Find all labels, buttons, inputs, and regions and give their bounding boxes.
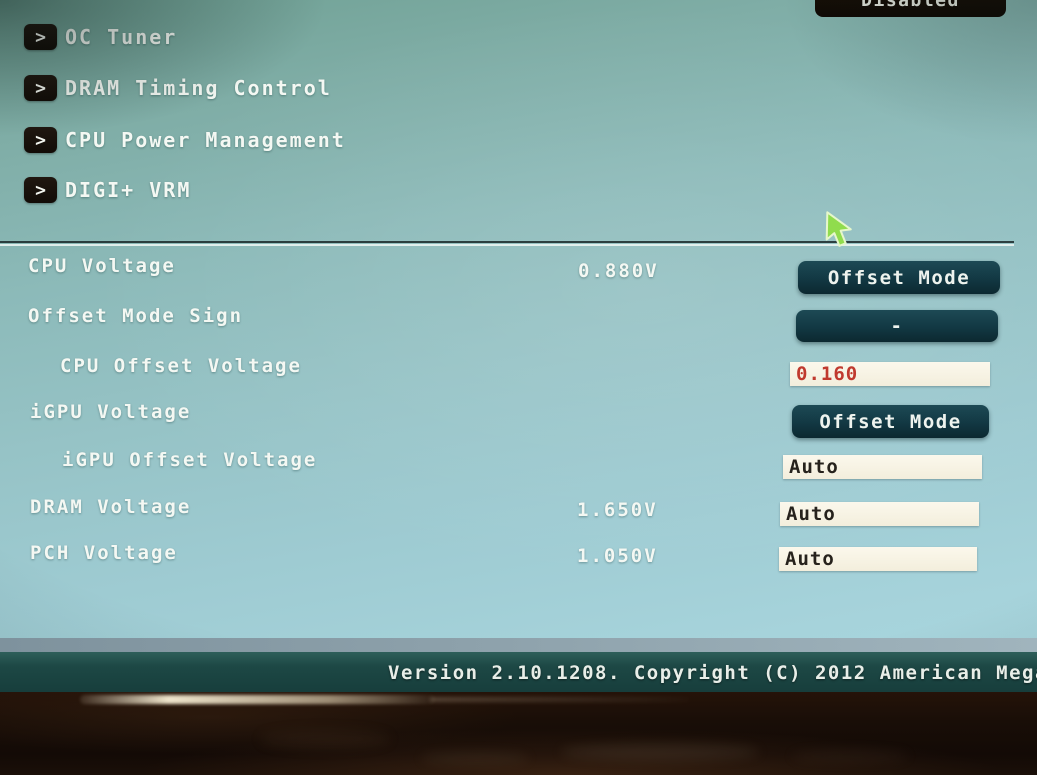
igpu-offset-voltage-label: iGPU Offset Voltage [62,449,318,471]
cpu-voltage-mode-button[interactable]: Offset Mode [798,261,1000,294]
cpu-voltage-current-value: 0.880V [578,260,659,282]
dram-voltage-label: DRAM Voltage [30,496,192,518]
chevron-right-icon: > [24,75,57,101]
offset-mode-sign-button[interactable]: - [796,310,998,342]
menu-item-label: DRAM Timing Control [65,76,332,100]
pch-voltage-current-value: 1.050V [577,545,658,567]
footer-version-text: Version 2.10.1208. Copyright (C) 2012 Am… [388,662,1037,684]
chevron-right-icon: > [24,177,57,203]
monitor-bezel [0,692,1037,775]
menu-item-dram-timing-control[interactable]: > DRAM Timing Control [24,75,332,101]
bezel-reflection [260,730,390,748]
bezel-reflection [560,744,760,760]
chevron-right-icon: > [24,127,57,153]
screen-bottom-strip [0,638,1037,652]
cpu-offset-voltage-label: CPU Offset Voltage [60,355,302,377]
dram-voltage-current-value: 1.650V [577,499,658,521]
bezel-reflection [420,752,530,764]
separator-line-highlight [0,244,1014,246]
offset-mode-sign-label: Offset Mode Sign [28,305,244,327]
bezel-reflection [790,750,910,762]
bezel-glare-tail [430,697,690,702]
cpu-voltage-label: CPU Voltage [28,255,176,277]
menu-item-cpu-power-management[interactable]: > CPU Power Management [24,127,346,153]
chevron-right-icon: > [24,24,57,50]
pch-voltage-field[interactable]: Auto [779,547,977,571]
menu-item-label: DIGI+ VRM [65,178,192,202]
disabled-dropdown-label: Disabled [861,0,960,11]
igpu-voltage-label: iGPU Voltage [30,401,192,423]
disabled-dropdown-partial[interactable]: Disabled [815,0,1006,17]
pch-voltage-label: PCH Voltage [30,542,178,564]
bezel-glare-highlight [80,695,435,704]
menu-item-label: OC Tuner [65,25,178,49]
igpu-voltage-mode-button[interactable]: Offset Mode [792,405,989,438]
menu-item-label: CPU Power Management [65,128,346,152]
bios-screen: Disabled > OC Tuner > DRAM Timing Contro… [0,0,1037,692]
igpu-offset-voltage-field[interactable]: Auto [783,455,982,479]
separator-line [0,241,1014,243]
menu-item-digi-vrm[interactable]: > DIGI+ VRM [24,177,191,203]
footer-version-bar: Version 2.10.1208. Copyright (C) 2012 Am… [0,652,1037,692]
cpu-offset-voltage-field[interactable]: 0.160 [790,362,990,386]
dram-voltage-field[interactable]: Auto [780,502,979,526]
menu-item-oc-tuner[interactable]: > OC Tuner [24,24,177,50]
